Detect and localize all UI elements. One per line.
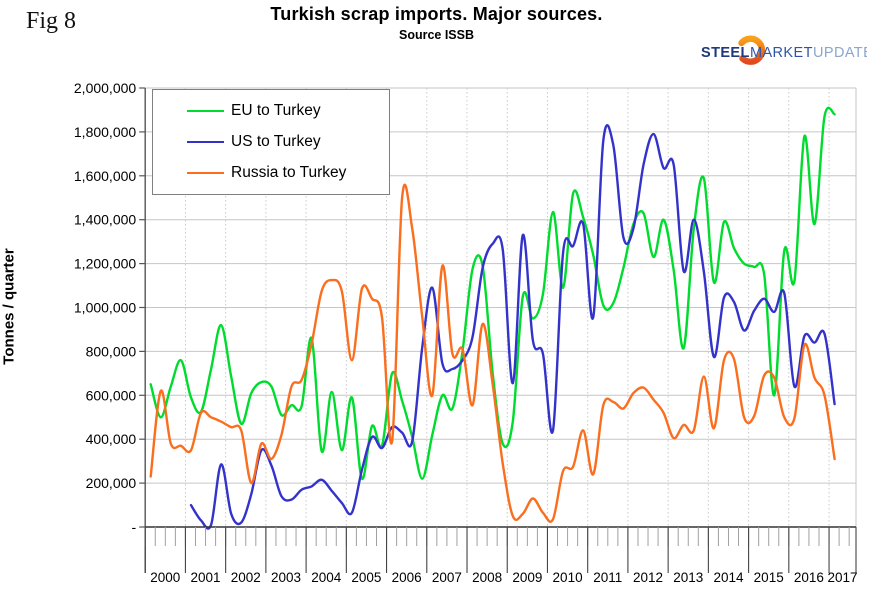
y-tick-label: 600,000 [86,387,137,403]
chart-legend: EU to Turkey US to Turkey Russia to Turk… [152,89,390,195]
year-label: 2005 [351,570,381,585]
legend-label-russia: Russia to Turkey [231,163,347,181]
year-label: 2007 [432,570,462,585]
y-tick-label: 1,400,000 [74,212,136,228]
y-tick-label: 200,000 [86,475,137,491]
y-tick-label: 400,000 [86,431,137,447]
year-label: 2002 [231,570,261,585]
year-label: 2008 [472,570,502,585]
year-label: 2017 [828,570,858,585]
year-label: 2006 [392,570,422,585]
y-tick-label: - [132,519,137,535]
year-label: 2011 [593,570,622,585]
y-tick-label: 1,200,000 [74,256,136,272]
series-line-eu-to-turkey [149,106,836,480]
legend-item-us: US to Turkey [187,133,389,151]
smu-logo-graphic: STEEL MARKET UPDATE [701,35,873,65]
legend-item-russia: Russia to Turkey [187,164,389,182]
series-line-russia-to-turkey [149,183,836,523]
y-tick-label: 1,600,000 [74,168,136,184]
year-label: 2009 [512,570,542,585]
logo-word-steel: STEEL [701,45,750,61]
smu-logo: STEEL MARKET UPDATE [687,30,873,74]
year-label: 2003 [271,570,301,585]
y-tick-label: 2,000,000 [74,80,136,96]
legend-label-eu: EU to Turkey [231,102,321,120]
logo-word-market: MARKET [750,45,813,61]
legend-label-us: US to Turkey [231,132,321,150]
logo-swoosh-icon [738,35,766,65]
series-line-us-to-turkey [189,124,836,530]
us-line-swatch-icon [187,140,224,143]
y-tick-label: 1,000,000 [74,300,136,316]
legend-item-eu: EU to Turkey [187,102,389,120]
year-label: 2004 [311,570,342,585]
year-label: 2001 [191,570,221,585]
year-label: 2010 [553,570,583,585]
year-label: 2000 [150,570,180,585]
russia-line-swatch-icon [187,171,224,174]
year-label: 2016 [794,570,824,585]
year-label: 2013 [673,570,703,585]
y-tick-label: 800,000 [86,343,137,359]
y-tick-label: 1,800,000 [74,124,136,140]
figure-number: Fig 8 [26,8,77,34]
eu-line-swatch-icon [187,110,224,113]
year-label: 2014 [713,570,744,585]
year-label: 2012 [633,570,663,585]
logo-word-update: UPDATE [813,45,867,61]
year-label: 2015 [754,570,784,585]
